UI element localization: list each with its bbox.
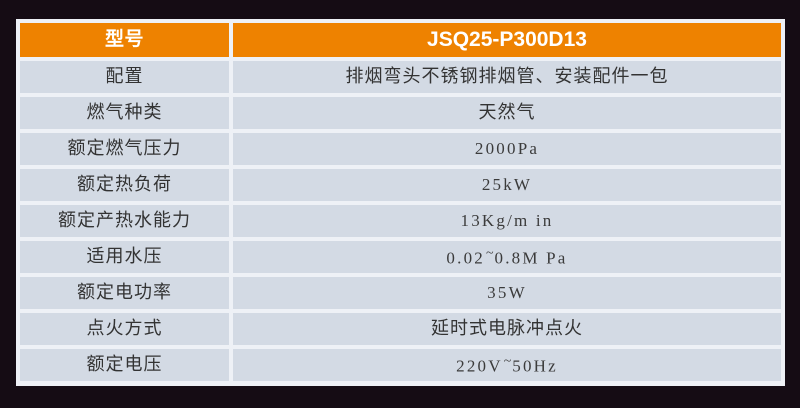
header-value-model: JSQ25-P300D13 [233,23,781,57]
spec-label: 配置 [20,61,229,93]
spec-value: 35W [233,277,781,309]
spec-value: 25kW [233,169,781,201]
specification-sheet: 型号 JSQ25-P300D13 配置 排烟弯头不锈钢排烟管、安装配件一包 燃气种类… [16,19,785,386]
table-row: 配置 排烟弯头不锈钢排烟管、安装配件一包 [20,61,781,93]
spec-value: 0.02~0.8M Pa [233,241,781,273]
tilde-glyph: ~ [485,245,494,261]
spec-value: 2000Pa [233,133,781,165]
table-row: 额定电压 220V~50Hz [20,349,781,381]
spec-label: 适用水压 [20,241,229,273]
table-row: 额定热负荷 25kW [20,169,781,201]
table-row: 燃气种类 天然气 [20,97,781,129]
table-row: 点火方式 延时式电脉冲点火 [20,313,781,345]
spec-label: 额定燃气压力 [20,133,229,165]
specification-table-body: 型号 JSQ25-P300D13 配置 排烟弯头不锈钢排烟管、安装配件一包 燃气种类… [20,23,781,381]
spec-label: 额定电压 [20,349,229,381]
spec-value: 220V~50Hz [233,349,781,381]
spec-label: 额定电功率 [20,277,229,309]
spec-value: 13Kg/m in [233,205,781,237]
spec-value: 天然气 [233,97,781,129]
tilde-glyph: ~ [503,353,512,369]
spec-label: 额定产热水能力 [20,205,229,237]
table-row: 额定产热水能力 13Kg/m in [20,205,781,237]
spec-label: 额定热负荷 [20,169,229,201]
table-row: 适用水压 0.02~0.8M Pa [20,241,781,273]
spec-label: 点火方式 [20,313,229,345]
spec-value: 排烟弯头不锈钢排烟管、安装配件一包 [233,61,781,93]
table-row: 额定燃气压力 2000Pa [20,133,781,165]
table-row: 额定电功率 35W [20,277,781,309]
table-header-row: 型号 JSQ25-P300D13 [20,23,781,57]
header-label-model: 型号 [20,23,229,57]
specification-table: 型号 JSQ25-P300D13 配置 排烟弯头不锈钢排烟管、安装配件一包 燃气种类… [16,19,785,385]
spec-label: 燃气种类 [20,97,229,129]
spec-value: 延时式电脉冲点火 [233,313,781,345]
